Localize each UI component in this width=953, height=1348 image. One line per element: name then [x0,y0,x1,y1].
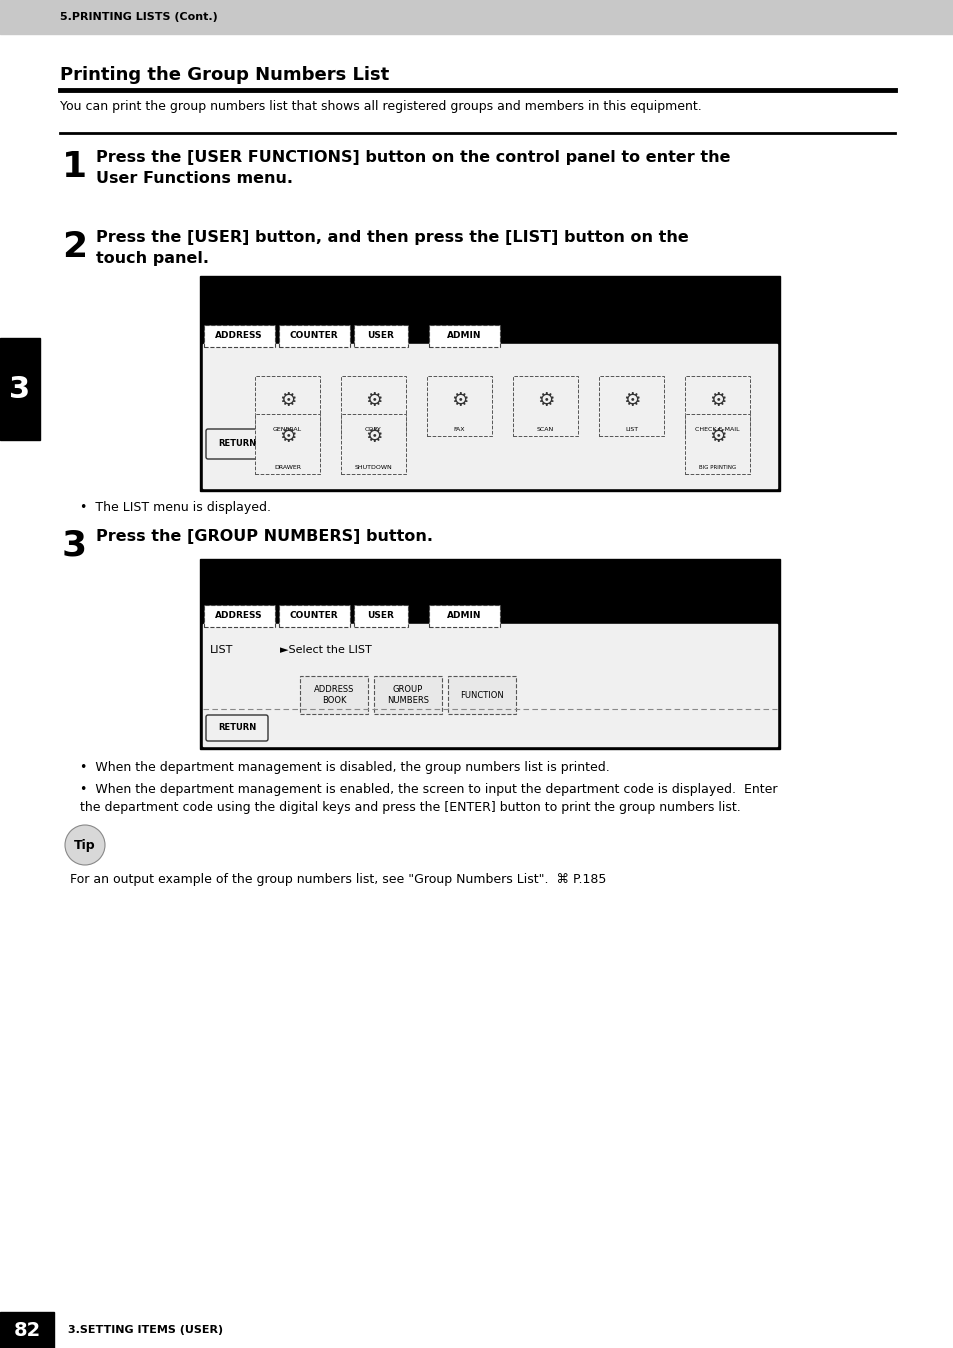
Text: LIST: LIST [210,644,233,655]
Text: RETURN: RETURN [217,439,255,449]
Text: 3: 3 [10,375,30,403]
Text: ►Select the LIST: ►Select the LIST [280,644,372,655]
Bar [354,325,408,346]
Text: •  When the department management is enabled, the screen to input the department: • When the department management is enab… [80,783,777,814]
Text: DRAWER: DRAWER [274,465,301,470]
Bar [513,376,578,435]
Bar [598,376,663,435]
Bar [203,344,776,488]
Bar [278,605,350,627]
Text: Press the [USER FUNCTIONS] button on the control panel to enter the
User Functio: Press the [USER FUNCTIONS] button on the… [96,150,730,186]
Text: COUNTER: COUNTER [290,332,338,341]
Text: •  When the department management is disabled, the group numbers list is printed: • When the department management is disa… [80,762,609,774]
Bar [0,1312,953,1348]
Text: ⚙: ⚙ [708,391,725,411]
Bar [204,605,274,627]
Text: ⚙: ⚙ [622,391,639,411]
Text: USER: USER [367,332,394,341]
Text: Printing the Group Numbers List: Printing the Group Numbers List [60,66,389,84]
Text: CHECK E-MAIL: CHECK E-MAIL [695,427,739,431]
Bar [374,675,441,714]
Bar [448,675,516,714]
Text: Tip: Tip [74,838,95,852]
Bar [427,376,492,435]
Text: 3.SETTING ITEMS (USER): 3.SETTING ITEMS (USER) [68,1325,223,1335]
Text: ADMIN: ADMIN [446,332,480,341]
Text: SCAN: SCAN [537,427,554,431]
Bar [299,675,368,714]
Bar [204,325,274,346]
Text: ⚙: ⚙ [364,391,382,411]
Bar [0,338,40,439]
Text: For an output example of the group numbers list, see "Group Numbers List".  ⌘ P.: For an output example of the group numbe… [70,874,606,886]
Text: ⚙: ⚙ [537,391,554,411]
Text: BIG PRINTING: BIG PRINTING [699,465,736,470]
Text: 82: 82 [13,1321,41,1340]
Bar [200,559,780,749]
Circle shape [65,825,105,865]
Text: GROUP
NUMBERS: GROUP NUMBERS [387,685,429,705]
Bar [203,624,776,745]
Text: RETURN: RETURN [217,724,255,732]
Text: USER: USER [367,612,394,620]
Text: Press the [USER] button, and then press the [LIST] button on the
touch panel.: Press the [USER] button, and then press … [96,231,688,266]
Text: ⚙: ⚙ [278,391,296,411]
Bar [254,414,319,474]
Bar [0,0,953,34]
Text: ⚙: ⚙ [364,426,382,445]
Bar [340,376,406,435]
Bar [684,414,749,474]
Bar [200,276,780,491]
Text: Press the [GROUP NUMBERS] button.: Press the [GROUP NUMBERS] button. [96,528,433,545]
Text: •  The LIST menu is displayed.: • The LIST menu is displayed. [80,501,271,514]
Text: 5.PRINTING LISTS (Cont.): 5.PRINTING LISTS (Cont.) [60,12,217,22]
Text: ADDRESS
BOOK: ADDRESS BOOK [314,685,354,705]
Bar [0,1312,54,1348]
Text: ADDRESS: ADDRESS [215,332,262,341]
Text: 2: 2 [62,231,87,264]
Text: COPY: COPY [365,427,381,431]
Text: FUNCTION: FUNCTION [459,690,503,700]
Bar [354,605,408,627]
Text: GENERAL: GENERAL [273,427,302,431]
Bar [340,414,406,474]
Text: ADMIN: ADMIN [446,612,480,620]
Bar [254,376,319,435]
Text: You can print the group numbers list that shows all registered groups and member: You can print the group numbers list tha… [60,100,701,113]
Bar [429,605,499,627]
Bar [429,325,499,346]
Bar [278,325,350,346]
Text: LIST: LIST [624,427,638,431]
Text: ⚙: ⚙ [278,426,296,445]
Text: 1: 1 [62,150,87,183]
Text: ⚙: ⚙ [450,391,468,411]
Text: ADDRESS: ADDRESS [215,612,262,620]
FancyBboxPatch shape [206,714,268,741]
Text: ⚙: ⚙ [708,426,725,445]
Bar [684,376,749,435]
Text: SHUTDOWN: SHUTDOWN [355,465,392,470]
Text: 3: 3 [62,528,87,563]
FancyBboxPatch shape [206,429,268,460]
Text: COUNTER: COUNTER [290,612,338,620]
Text: FAX: FAX [454,427,465,431]
